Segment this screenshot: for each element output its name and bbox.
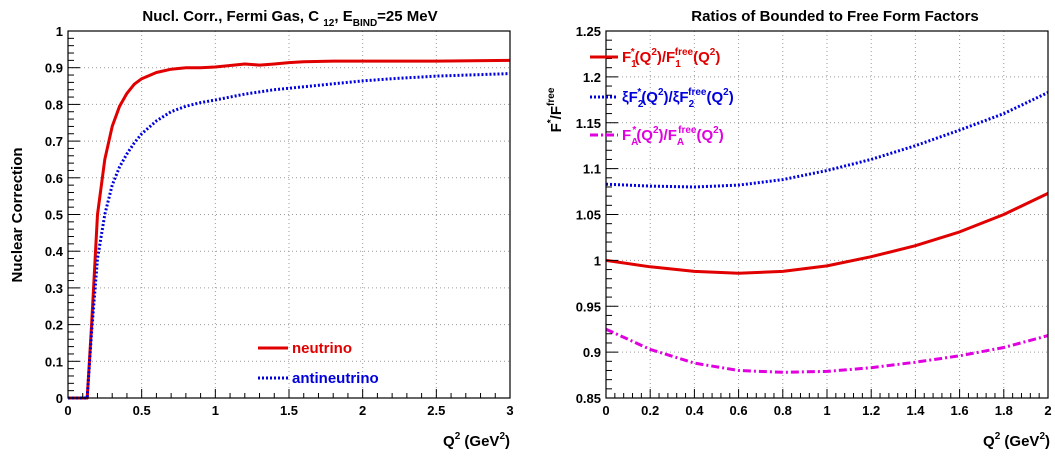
right-x-tick-label: 1.4 bbox=[906, 403, 925, 418]
left-series-line-1 bbox=[68, 72, 511, 400]
left-x-tick-label: 0 bbox=[64, 403, 71, 418]
right-series-line-2 bbox=[605, 327, 1049, 374]
legend-label-neutrino: neutrino bbox=[292, 340, 352, 357]
left-legend: neutrino antineutrino bbox=[258, 340, 379, 387]
right-plot-area: 0 0.2 0.4 0.6 0.8 1 1.2 1.4 1.6 1.8 2 0.85 0.9 0.95 1 1… bbox=[576, 24, 1052, 418]
legend-label-f1-ratio: F1*(Q2)/F1free(Q2) bbox=[622, 47, 720, 70]
left-y-tick-label: 1 bbox=[56, 24, 63, 39]
right-y-tick-label: 1.25 bbox=[576, 24, 601, 39]
left-x-tick-label: 2 bbox=[359, 403, 366, 418]
left-y-tick-label: 0 bbox=[56, 391, 63, 406]
right-x-tick-label: 0 bbox=[602, 403, 609, 418]
right-y-tick-label: 1.05 bbox=[576, 208, 601, 223]
left-y-tick-label: 0.4 bbox=[45, 244, 64, 259]
legend-label-fa-ratio: FA*(Q2)/FAfree(Q2) bbox=[622, 125, 724, 148]
left-x-axis-label: Q2 (GeV2) bbox=[443, 431, 510, 450]
left-y-tick-label: 0.9 bbox=[45, 61, 63, 76]
right-y-axis-label: F*/Ffree bbox=[546, 87, 565, 132]
right-x-tick-label: 0.4 bbox=[685, 403, 704, 418]
right-x-tick-label: 2 bbox=[1044, 403, 1051, 418]
right-x-tick-label: 1.8 bbox=[995, 403, 1013, 418]
right-y-tick-label: 1.2 bbox=[583, 70, 601, 85]
right-chart-title: Ratios of Bounded to Free Form Factors bbox=[691, 8, 979, 25]
right-x-tick-label: 1.2 bbox=[862, 403, 880, 418]
left-y-tick-label: 0.5 bbox=[45, 208, 63, 223]
right-series-line-1 bbox=[605, 91, 1049, 189]
right-legend: F1*(Q2)/F1free(Q2) ξF2*(Q2)/ξF2free(Q2) … bbox=[590, 47, 734, 148]
left-y-tick-label: 0.3 bbox=[45, 281, 63, 296]
right-x-tick-label: 1 bbox=[823, 403, 830, 418]
left-y-tick-label: 0.7 bbox=[45, 134, 63, 149]
right-y-tick-label: 0.95 bbox=[576, 299, 601, 314]
right-x-tick-label: 0.6 bbox=[730, 403, 748, 418]
right-x-tick-label: 1.6 bbox=[951, 403, 969, 418]
left-y-tick-label: 0.8 bbox=[45, 97, 63, 112]
left-y-axis-label: Nuclear Correction bbox=[9, 147, 26, 282]
right-y-tick-label: 0.9 bbox=[583, 345, 601, 360]
right-y-tick-label: 0.85 bbox=[576, 391, 601, 406]
left-y-tick-label: 0.6 bbox=[45, 171, 63, 186]
left-y-tick-label: 0.2 bbox=[45, 318, 63, 333]
right-x-tick-label: 0.8 bbox=[774, 403, 792, 418]
left-chart: 0 0.5 1 1.5 2 2.5 3 0 0.1 0.2 0.3 0.4 0.5 0.6 0.7 0.8 0.… bbox=[9, 8, 514, 450]
right-chart: 0 0.2 0.4 0.6 0.8 1 1.2 1.4 1.6 1.8 2 0.85 0.9 0.95 1 1… bbox=[546, 8, 1052, 450]
left-chart-title: Nucl. Corr., Fermi Gas, C 12, EBIND=25 M… bbox=[142, 8, 437, 29]
right-series-line-0 bbox=[605, 192, 1049, 275]
left-series-line-0 bbox=[68, 58, 511, 400]
left-x-tick-label: 1 bbox=[212, 403, 219, 418]
left-x-tick-label: 2.5 bbox=[427, 403, 445, 418]
right-x-axis-label: Q2 (GeV2) bbox=[983, 431, 1050, 450]
legend-label-f2-ratio: ξF2*(Q2)/ξF2free(Q2) bbox=[622, 87, 734, 110]
left-x-tick-label: 0.5 bbox=[133, 403, 151, 418]
legend-label-antineutrino: antineutrino bbox=[292, 370, 379, 387]
right-y-tick-label: 1 bbox=[594, 253, 601, 268]
left-x-tick-label: 3 bbox=[506, 403, 513, 418]
left-y-tick-label: 0.1 bbox=[45, 354, 63, 369]
left-plot-area: 0 0.5 1 1.5 2 2.5 3 0 0.1 0.2 0.3 0.4 0.5 0.6 0.7 0.8 0.… bbox=[45, 24, 514, 418]
right-x-tick-label: 0.2 bbox=[641, 403, 659, 418]
right-y-tick-label: 1.1 bbox=[583, 162, 601, 177]
right-y-tick-label: 1.15 bbox=[576, 116, 601, 131]
left-x-tick-label: 1.5 bbox=[280, 403, 298, 418]
